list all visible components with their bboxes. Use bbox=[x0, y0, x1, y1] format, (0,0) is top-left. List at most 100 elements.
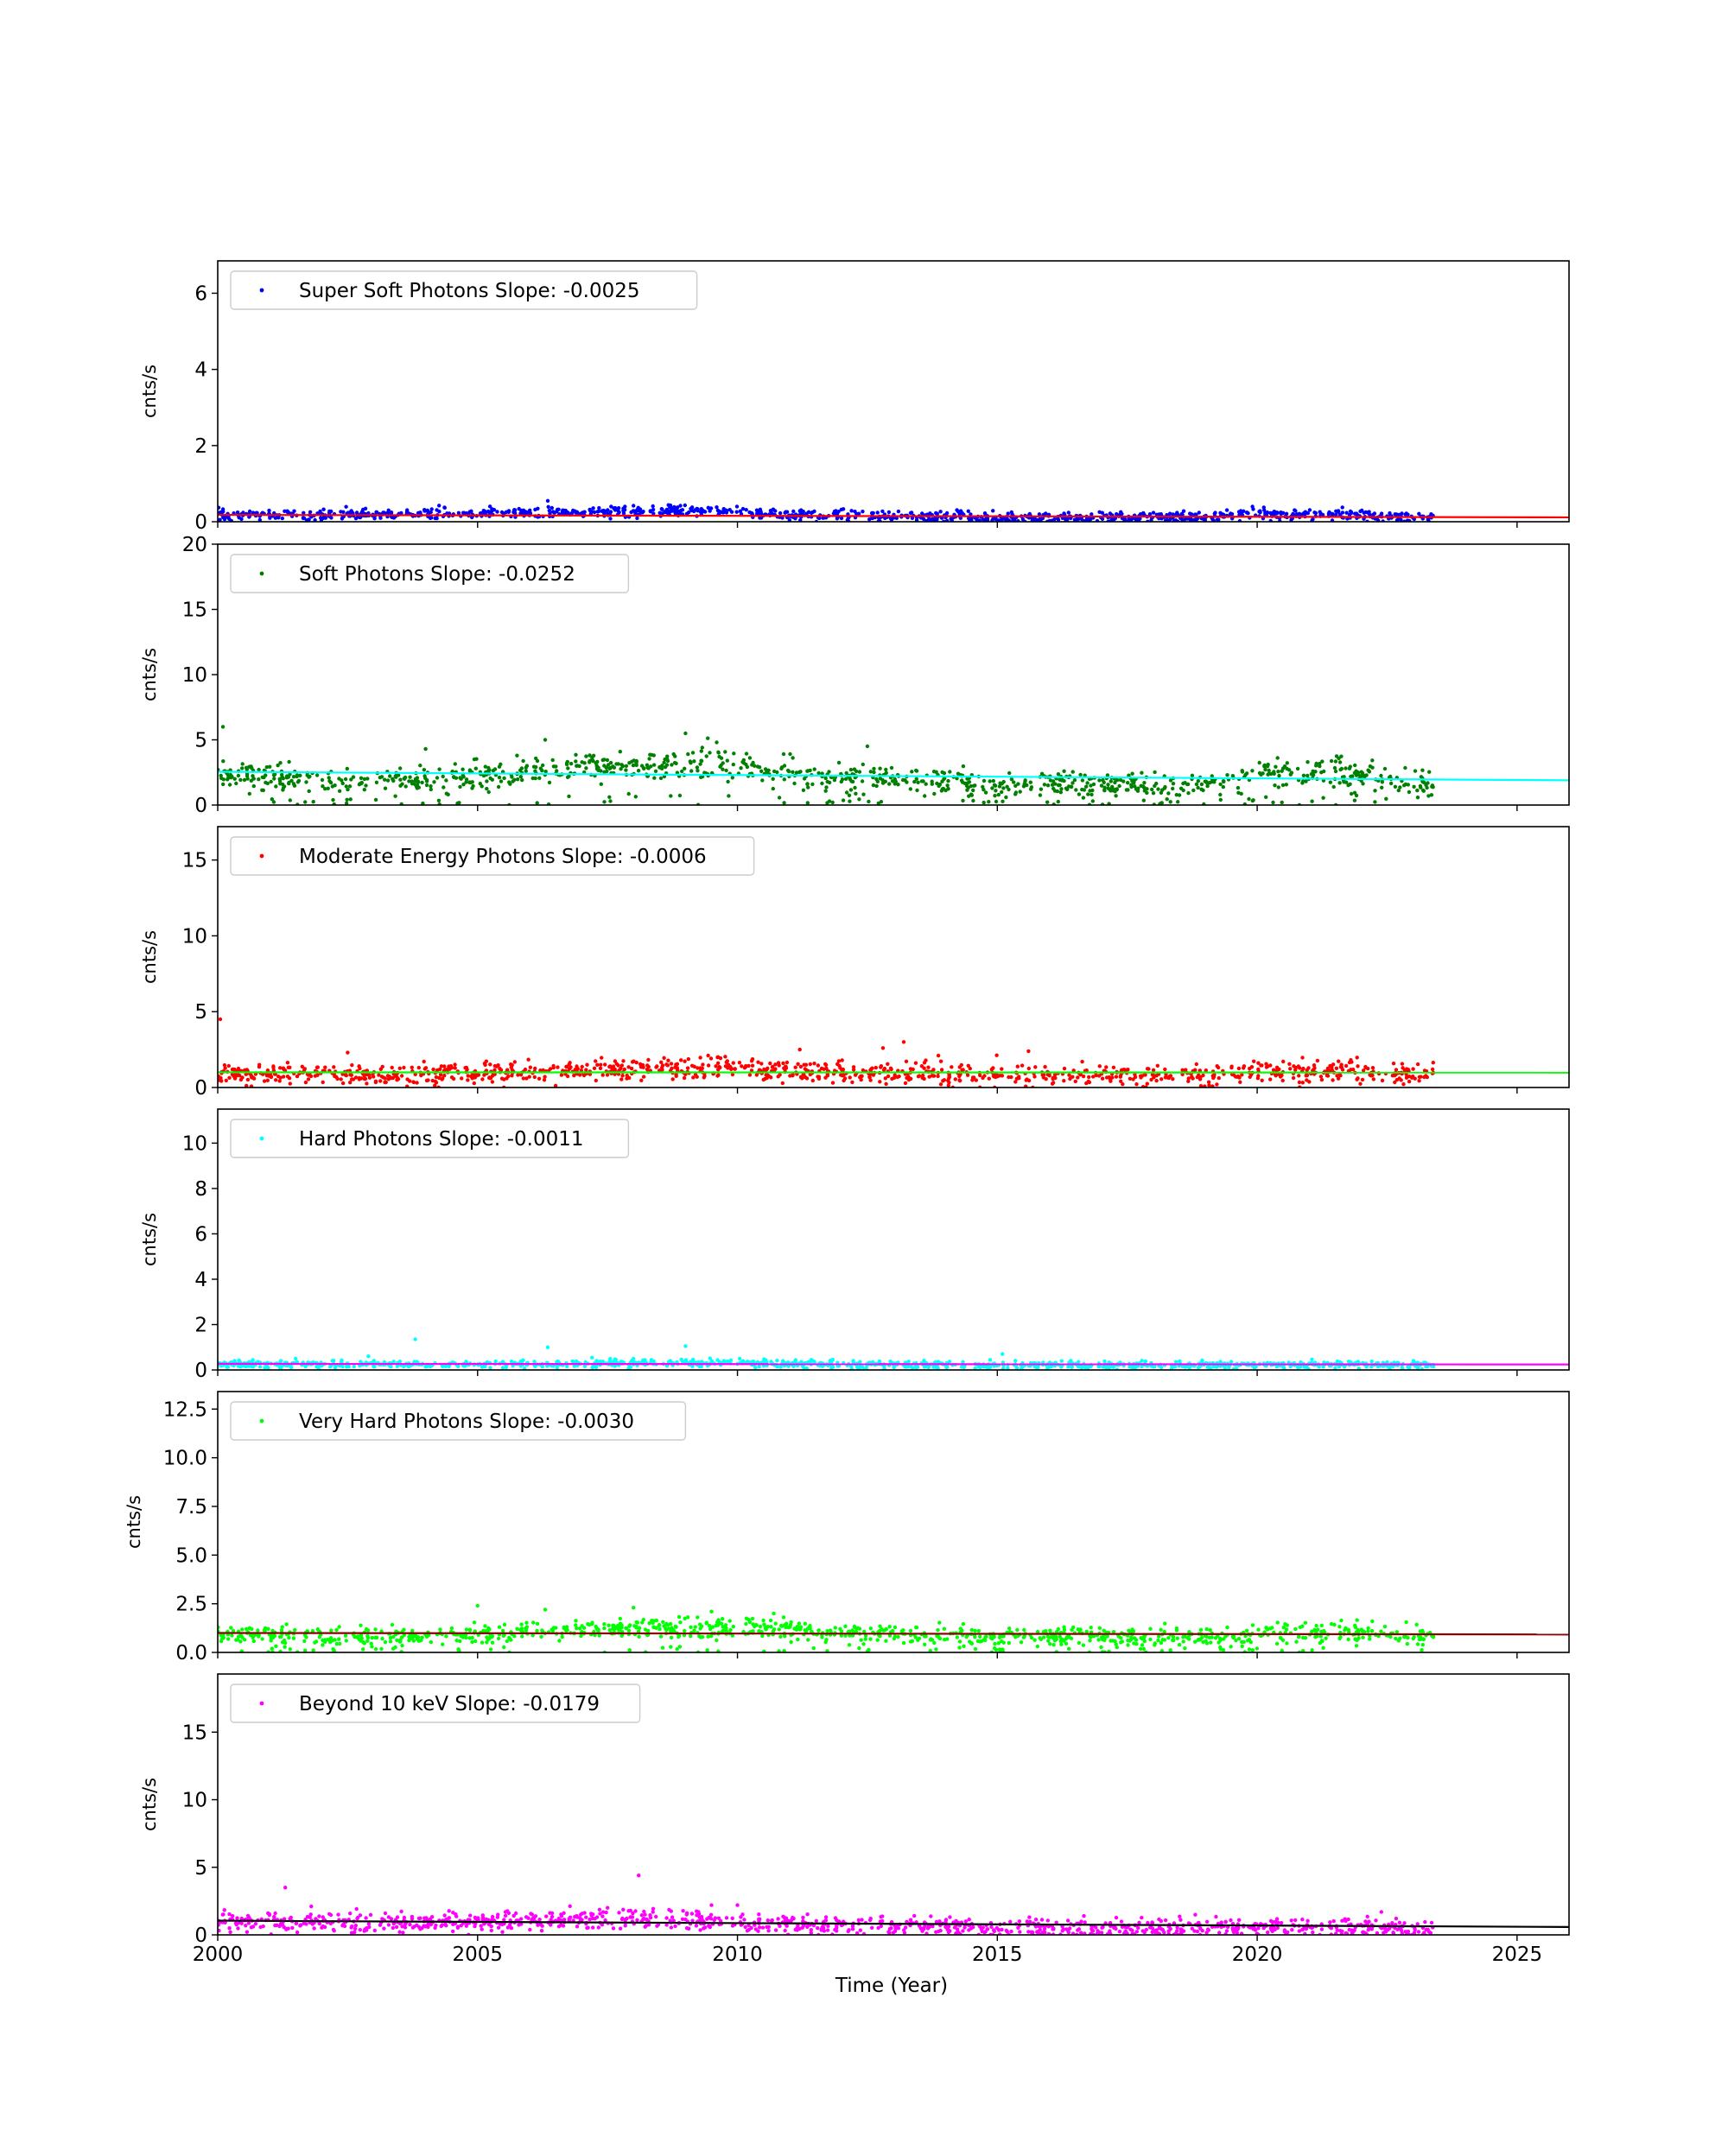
data-point bbox=[757, 509, 762, 514]
data-point bbox=[718, 1065, 722, 1070]
data-point bbox=[778, 1634, 783, 1639]
data-point bbox=[1289, 517, 1293, 522]
data-point bbox=[1425, 1364, 1430, 1369]
data-point bbox=[665, 758, 670, 764]
data-point bbox=[1400, 1365, 1404, 1369]
data-point bbox=[1140, 784, 1146, 789]
data-point bbox=[1297, 1080, 1302, 1085]
data-point bbox=[953, 1077, 958, 1081]
data-point bbox=[1181, 509, 1186, 513]
data-point bbox=[647, 757, 651, 761]
data-point bbox=[860, 779, 865, 783]
data-point bbox=[1113, 789, 1117, 794]
data-point bbox=[1359, 770, 1363, 774]
data-point bbox=[824, 785, 829, 789]
data-point bbox=[1225, 1625, 1229, 1630]
data-point bbox=[532, 1360, 537, 1364]
data-point bbox=[487, 1075, 492, 1080]
data-point bbox=[344, 504, 348, 509]
data-point bbox=[874, 783, 879, 789]
data-point bbox=[245, 1083, 249, 1088]
data-point bbox=[221, 777, 226, 782]
data-point bbox=[773, 509, 778, 513]
data-point bbox=[1415, 796, 1420, 800]
data-point bbox=[725, 758, 729, 763]
data-point bbox=[1388, 781, 1394, 786]
data-point bbox=[1024, 1084, 1028, 1088]
data-point bbox=[853, 785, 857, 790]
data-point bbox=[761, 1077, 766, 1082]
data-point bbox=[512, 508, 518, 512]
data-point bbox=[982, 778, 987, 783]
data-point bbox=[271, 773, 276, 777]
data-point bbox=[1330, 518, 1335, 522]
data-point bbox=[596, 1360, 600, 1365]
outlier-point bbox=[366, 1354, 371, 1359]
data-point bbox=[935, 511, 940, 516]
data-point bbox=[941, 1079, 945, 1083]
data-point bbox=[1361, 782, 1365, 786]
data-point bbox=[334, 1364, 338, 1368]
data-point bbox=[982, 788, 986, 792]
data-point bbox=[269, 1639, 273, 1643]
data-point bbox=[574, 752, 578, 757]
data-point bbox=[498, 1066, 502, 1071]
data-point bbox=[870, 1360, 875, 1365]
data-point bbox=[1275, 756, 1280, 760]
data-point bbox=[488, 1366, 492, 1370]
y-axis-label: cnts/s bbox=[139, 1213, 160, 1266]
data-point bbox=[1052, 517, 1057, 522]
data-point bbox=[222, 1062, 227, 1068]
data-point bbox=[337, 789, 342, 793]
data-point bbox=[1261, 505, 1267, 510]
data-point bbox=[996, 792, 1001, 797]
data-point bbox=[492, 1063, 498, 1068]
data-point bbox=[1142, 789, 1147, 793]
data-point bbox=[997, 784, 1002, 789]
data-point bbox=[1201, 788, 1205, 793]
data-point bbox=[880, 509, 885, 514]
data-point bbox=[453, 1062, 457, 1067]
data-point bbox=[811, 1646, 816, 1651]
data-point bbox=[1358, 1081, 1363, 1087]
data-point bbox=[537, 1076, 542, 1081]
data-point bbox=[1293, 1068, 1298, 1072]
data-point bbox=[890, 779, 895, 783]
data-point bbox=[398, 783, 403, 788]
data-point bbox=[627, 1648, 632, 1652]
data-point bbox=[1106, 786, 1110, 790]
data-point bbox=[1407, 789, 1412, 795]
data-point bbox=[1411, 1067, 1415, 1071]
data-point bbox=[480, 1365, 485, 1369]
data-point bbox=[295, 1074, 300, 1079]
data-point bbox=[520, 777, 524, 783]
data-point bbox=[1319, 1077, 1325, 1082]
data-point bbox=[471, 1075, 475, 1079]
data-point bbox=[1204, 1627, 1209, 1632]
data-point bbox=[1274, 764, 1278, 769]
data-point bbox=[245, 1077, 251, 1082]
data-point bbox=[991, 778, 996, 783]
data-point bbox=[288, 1081, 292, 1086]
data-point bbox=[225, 1365, 229, 1369]
data-point bbox=[472, 1081, 476, 1086]
data-point bbox=[488, 1647, 493, 1652]
data-point bbox=[1186, 1079, 1191, 1084]
data-point bbox=[1062, 1079, 1066, 1083]
data-point bbox=[323, 1065, 327, 1069]
data-point bbox=[636, 769, 641, 773]
data-point bbox=[1210, 779, 1214, 784]
data-point bbox=[781, 751, 786, 757]
data-point bbox=[266, 1627, 270, 1632]
data-point bbox=[280, 516, 284, 521]
legend-label: Hard Photons Slope: -0.0011 bbox=[299, 1128, 583, 1151]
data-point bbox=[1318, 761, 1322, 766]
data-point bbox=[1431, 1061, 1436, 1065]
data-point bbox=[1417, 1079, 1421, 1083]
data-point bbox=[1280, 800, 1284, 805]
data-point bbox=[492, 1068, 497, 1072]
data-point bbox=[221, 759, 226, 764]
data-point bbox=[577, 1627, 582, 1631]
data-point bbox=[840, 1068, 844, 1072]
data-point bbox=[1250, 1623, 1255, 1627]
